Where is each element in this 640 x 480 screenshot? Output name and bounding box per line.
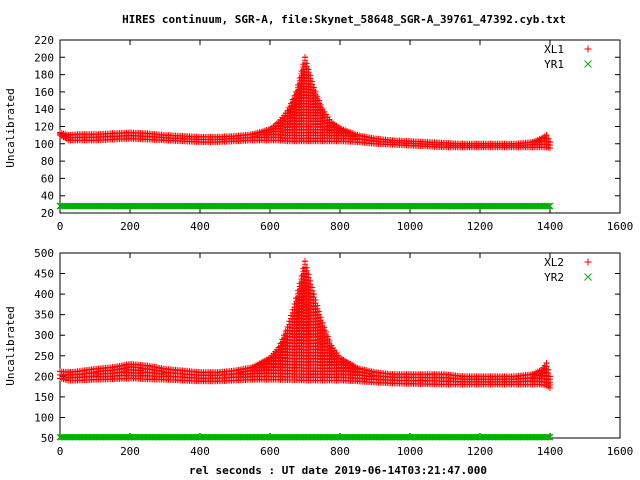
series-xl1 [57,54,553,152]
series-xl2 [57,258,553,391]
y-tick-label: 200 [34,51,54,64]
legend-marker-yr1 [584,60,592,68]
sample-mark [302,258,308,265]
x-tick-label: 1400 [537,445,564,458]
sample-mark [312,88,319,95]
sample-mark [310,291,317,298]
sample-mark [543,360,550,367]
x-axis-label: rel seconds : UT date 2019-06-14T03:21:4… [189,464,487,477]
x-tick-label: 0 [57,445,64,458]
x-tick-label: 1000 [397,220,424,233]
top-panel: Uncalibrated 20 40 60 80 100 120 140 160 180 200 2… [4,34,633,233]
sample-mark [545,135,552,142]
sample-mark [312,296,319,303]
y-tick-label: 140 [34,103,54,116]
plot-frame [59,252,621,439]
sample-mark [303,264,310,271]
y-tick-label: 150 [34,391,54,404]
sample-mark [543,132,550,139]
sample-mark [324,333,331,340]
y-tick-label: 40 [41,190,54,203]
y-tick-label: 160 [34,86,54,99]
sample-mark [316,97,322,104]
y-tick-label: 400 [34,288,54,301]
x-tick-label: 1400 [537,220,564,233]
x-tick-label: 200 [120,220,140,233]
x-tick-label: 1000 [397,445,424,458]
legend-label-yr2: YR2 [544,271,564,284]
x-tick-label: 1200 [467,445,494,458]
y-tick-label: 500 [34,247,54,260]
sample-mark [547,373,553,380]
sample-mark [307,277,314,284]
top-y-axis-label: Uncalibrated [4,88,17,167]
sample-mark [310,84,317,91]
y-tick-label: 180 [34,69,54,82]
y-tick-label: 220 [34,34,54,47]
y-tick-label: 450 [34,268,54,281]
sample-mark [314,302,321,309]
sample-mark [316,308,322,315]
sample-mark [314,93,321,100]
x-tick-label: 200 [120,445,140,458]
y-tick-label: 200 [34,370,54,383]
sample-mark [303,60,310,67]
sample-mark [543,202,551,210]
sample-mark [545,202,552,210]
y-tick-label: 50 [41,432,54,445]
sample-mark [546,202,554,210]
sample-mark [317,314,324,321]
x-tick-label: 800 [330,445,350,458]
x-tick-label: 400 [190,445,210,458]
x-tick-label: 0 [57,220,64,233]
sample-mark [307,72,314,79]
legend-label-xl1: XL1 [544,43,564,56]
y-tick-label: 120 [34,121,54,134]
y-tick-label: 300 [34,329,54,342]
y-tick-label: 20 [41,207,54,220]
bottom-y-axis-label: Uncalibrated [4,306,17,385]
series-yr1 [56,202,554,210]
legend-marker-xl1 [584,45,592,53]
x-tick-label: 800 [330,220,350,233]
sample-mark [305,271,312,278]
x-tick-label: 600 [260,445,280,458]
sample-mark [309,78,315,85]
sample-mark [321,324,328,331]
sample-mark [543,433,551,441]
sample-mark [546,433,554,441]
sample-mark [323,328,329,335]
legend-label-yr1: YR1 [544,58,564,71]
bottom-panel: Uncalibrated 50 100 150 200 250 300 350 400 450 5… [4,247,633,458]
legend-label-xl2: XL2 [544,256,564,269]
legend-marker-yr2 [584,273,592,281]
x-tick-label: 1200 [467,220,494,233]
sample-mark [309,284,315,291]
y-tick-label: 350 [34,309,54,322]
x-tick-label: 1600 [607,220,634,233]
sample-mark [319,319,326,326]
sample-mark [545,366,552,373]
legend-marker-xl2 [584,258,592,266]
x-tick-label: 400 [190,220,210,233]
y-tick-label: 60 [41,172,54,185]
x-tick-label: 1600 [607,445,634,458]
series-yr2 [56,433,554,441]
sample-mark [545,433,552,441]
sample-mark [305,66,312,73]
y-tick-label: 250 [34,350,54,363]
chart-title: HIRES continuum, SGR-A, file:Skynet_5864… [122,13,566,26]
y-tick-label: 100 [34,411,54,424]
sample-mark [547,139,553,146]
sample-mark [317,101,324,108]
sample-mark [326,337,333,344]
y-tick-label: 80 [41,155,54,168]
sample-mark [302,54,308,61]
x-tick-label: 600 [260,220,280,233]
y-tick-label: 100 [34,138,54,151]
